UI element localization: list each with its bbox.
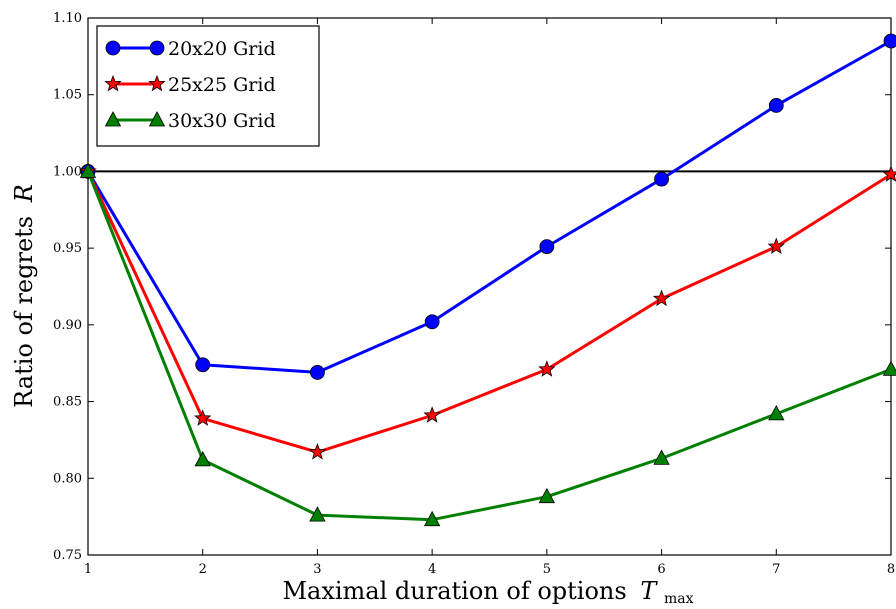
x-tick-label: 6: [657, 562, 665, 577]
series-2-point: [538, 360, 556, 377]
plot-frame: [87, 17, 892, 556]
legend-label: 30x30 Grid: [168, 110, 276, 132]
y-tick-label: 0.95: [53, 241, 82, 256]
y-axis-title-text: Ratio of regrets: [10, 216, 38, 408]
series-3-point: [538, 487, 556, 504]
x-axis-title: Maximal duration of options T max: [282, 577, 693, 607]
legend-label: 20x20 Grid: [168, 38, 276, 60]
x-axis-title-text: Maximal duration of options: [282, 577, 626, 605]
x-axis-subscript: max: [664, 591, 694, 607]
x-axis-symbol: T: [640, 577, 658, 605]
series-2-point: [423, 406, 441, 423]
series-3-point: [423, 510, 441, 527]
y-tick-label: 1.10: [53, 11, 82, 26]
legend-box: [96, 25, 320, 147]
legend-items: 20x20 Grid 25x25 Grid 30x30 Grid: [104, 38, 276, 132]
x-tick-labels: 1 2 3 4 5 6 7 8: [84, 562, 895, 577]
series-3-point: [653, 449, 670, 465]
legend-marker: [105, 40, 121, 56]
x-tick-label: 7: [772, 562, 780, 577]
y-tick-label: 0.90: [53, 318, 82, 333]
series-1-point: [310, 365, 325, 380]
legend-item-1: 20x20 Grid: [105, 38, 276, 60]
series-2-point: [652, 289, 671, 307]
x-tick-label: 2: [199, 562, 207, 577]
legend-item-2: 25x25 Grid: [104, 74, 276, 96]
series-group: [79, 33, 896, 527]
x-tick-label: 5: [543, 562, 551, 577]
legend-marker: [149, 40, 165, 56]
x-tick-label: 3: [313, 562, 321, 577]
y-tick-label: 1.00: [53, 164, 82, 179]
series-1-point: [654, 171, 669, 187]
series-1-line: [86, 39, 892, 374]
legend: 20x20 Grid 25x25 Grid 30x30 Grid: [96, 25, 320, 147]
y-tick-label: 0.80: [53, 471, 82, 486]
series-2-line: [86, 170, 892, 454]
y-axis-symbol: R: [10, 184, 38, 203]
series-3-point: [768, 404, 785, 421]
series-3-point: [194, 451, 211, 467]
series-2-point: [767, 237, 785, 254]
series-1-point: [195, 357, 211, 373]
y-axis-title: Ratio of regrets R: [10, 184, 38, 408]
axes: [87, 17, 892, 556]
legend-marker: [148, 74, 166, 92]
legend-label: 25x25 Grid: [168, 74, 276, 96]
series-3-line: [86, 170, 892, 522]
x-tick-label: 4: [428, 562, 436, 577]
series-3-point: [79, 162, 97, 178]
x-tick-label: 8: [887, 562, 895, 577]
series-3-point: [882, 360, 896, 376]
y-tick-label: 0.85: [53, 395, 82, 410]
y-tick-labels: 0.75 0.80 0.85 0.90 0.95 1.00 1.05 1.10: [53, 11, 82, 563]
series-2-point: [194, 409, 212, 426]
y-tick-label: 0.75: [53, 548, 82, 563]
legend-marker: [148, 111, 166, 127]
series-2-point: [308, 443, 327, 460]
series-2-point: [882, 165, 896, 182]
series-1-point: [539, 239, 555, 255]
legend-marker: [104, 74, 122, 92]
legend-item-3: 30x30 Grid: [104, 110, 276, 132]
series-1-point: [883, 33, 896, 49]
series-3-point: [309, 506, 326, 522]
x-tick-label: 1: [84, 562, 92, 577]
legend-marker: [104, 111, 122, 127]
series-1-point: [424, 314, 440, 330]
series-1-point: [768, 98, 784, 113]
y-tick-label: 1.05: [53, 88, 82, 103]
series-3: [79, 162, 896, 527]
